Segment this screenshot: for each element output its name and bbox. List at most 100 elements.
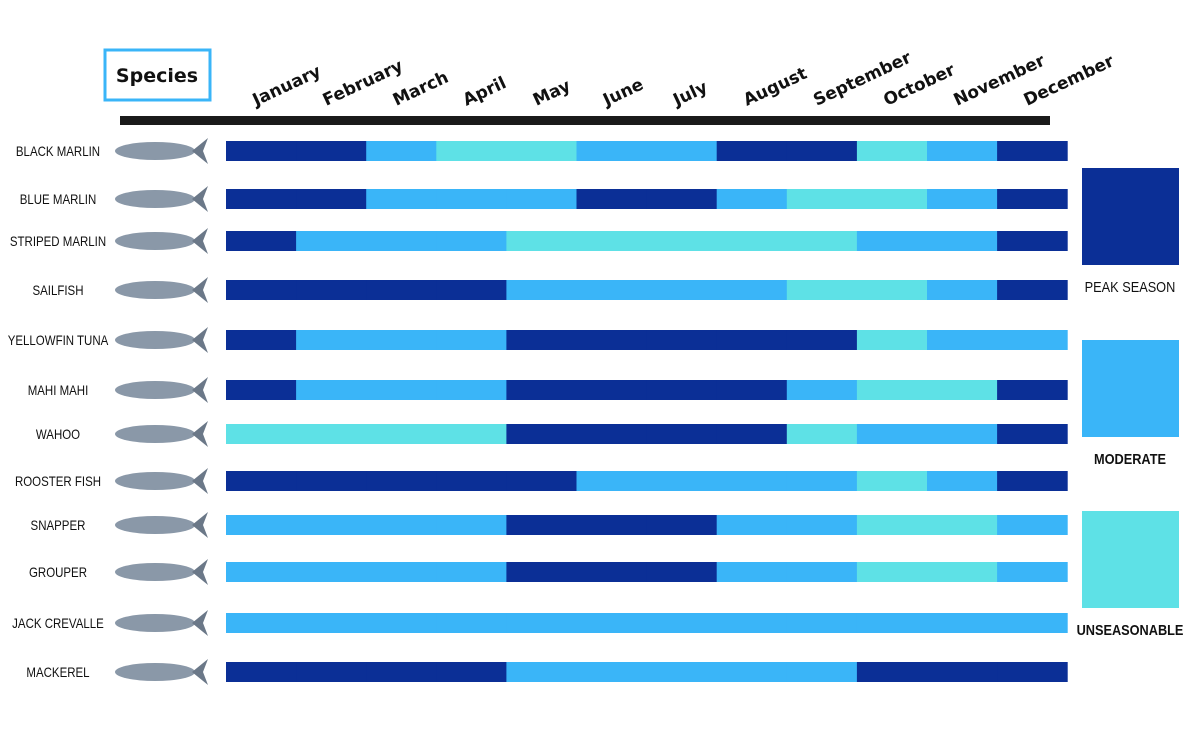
season-cell xyxy=(786,330,858,350)
season-cell xyxy=(786,662,858,682)
season-cell xyxy=(506,471,577,491)
season-cell xyxy=(856,515,928,535)
season-cell xyxy=(296,515,367,535)
species-name: BLACK MARLIN xyxy=(16,143,100,159)
season-cell xyxy=(646,141,718,161)
season-cell xyxy=(786,562,858,582)
legend-label: MODERATE xyxy=(1094,450,1166,467)
season-cell xyxy=(366,189,437,209)
season-cell xyxy=(226,141,297,161)
fish-tail xyxy=(192,138,208,164)
species-name: JACK CREVALLE xyxy=(12,615,104,631)
season-cell xyxy=(997,424,1068,444)
month-label: January xyxy=(249,62,324,111)
fish-body xyxy=(115,663,195,681)
season-cell xyxy=(856,613,928,633)
fish-body xyxy=(115,381,195,399)
season-cell xyxy=(506,380,577,400)
season-cell xyxy=(997,231,1068,251)
season-cell xyxy=(226,471,297,491)
season-cell xyxy=(366,562,437,582)
season-cell xyxy=(506,231,577,251)
header-rule xyxy=(120,116,1050,125)
season-cell xyxy=(506,141,577,161)
fish-tail xyxy=(192,659,208,685)
season-cell xyxy=(296,231,367,251)
season-cell xyxy=(576,424,648,444)
season-cell xyxy=(646,280,718,300)
season-cell xyxy=(716,330,788,350)
season-cell xyxy=(436,562,507,582)
season-cell xyxy=(786,471,858,491)
season-cell xyxy=(997,471,1068,491)
season-cell xyxy=(786,424,858,444)
season-cell xyxy=(296,613,367,633)
season-cell xyxy=(436,141,507,161)
season-cell xyxy=(646,613,718,633)
fish-body xyxy=(115,516,195,534)
season-cell xyxy=(576,515,648,535)
season-cell xyxy=(716,380,788,400)
fish-tail xyxy=(192,610,208,636)
season-cell xyxy=(436,380,507,400)
fish-body xyxy=(115,232,195,250)
season-cell xyxy=(716,562,788,582)
season-cell xyxy=(716,231,788,251)
season-cell xyxy=(716,424,788,444)
season-cell xyxy=(856,562,928,582)
season-cell xyxy=(927,189,998,209)
season-cell xyxy=(436,231,507,251)
season-cell xyxy=(226,613,297,633)
season-cell xyxy=(716,280,788,300)
month-label: August xyxy=(740,64,810,111)
month-label: February xyxy=(320,56,406,110)
season-cell xyxy=(786,231,858,251)
header-title: Species xyxy=(116,65,198,87)
season-cell xyxy=(576,662,648,682)
season-cell xyxy=(296,189,367,209)
season-cell xyxy=(296,330,367,350)
season-cell xyxy=(646,189,718,209)
species-name: ROOSTER FISH xyxy=(15,473,101,489)
season-cell xyxy=(646,471,718,491)
season-cell xyxy=(576,562,648,582)
fish-body xyxy=(115,472,195,490)
season-cell xyxy=(927,613,998,633)
season-cell xyxy=(856,189,928,209)
fish-tail xyxy=(192,559,208,585)
season-cell xyxy=(927,141,998,161)
season-cell xyxy=(716,141,788,161)
season-cell xyxy=(786,280,858,300)
species-name: MAHI MAHI xyxy=(28,382,89,398)
legend-label: PEAK SEASON xyxy=(1085,278,1176,295)
season-cell xyxy=(997,613,1068,633)
species-name: BLUE MARLIN xyxy=(20,191,97,207)
fish-body xyxy=(115,142,195,160)
season-cell xyxy=(716,471,788,491)
season-cell xyxy=(366,280,437,300)
season-cell xyxy=(576,613,648,633)
season-cell xyxy=(296,424,367,444)
fish-tail xyxy=(192,228,208,254)
season-cell xyxy=(716,662,788,682)
species-name: SNAPPER xyxy=(31,517,86,533)
season-cell xyxy=(226,231,297,251)
season-cell xyxy=(296,471,367,491)
season-cell xyxy=(716,515,788,535)
season-cell xyxy=(226,662,297,682)
season-cell xyxy=(927,471,998,491)
season-cell xyxy=(646,424,718,444)
season-cell xyxy=(366,662,437,682)
header-box xyxy=(103,48,212,102)
fish-body xyxy=(115,614,195,632)
season-cell xyxy=(436,424,507,444)
season-cell xyxy=(436,330,507,350)
season-cell xyxy=(226,562,297,582)
fish-body xyxy=(115,563,195,581)
month-label: May xyxy=(530,76,574,111)
season-cell xyxy=(506,424,577,444)
season-cell xyxy=(576,189,648,209)
season-cell xyxy=(366,424,437,444)
season-cell xyxy=(716,189,788,209)
season-cell xyxy=(786,141,858,161)
